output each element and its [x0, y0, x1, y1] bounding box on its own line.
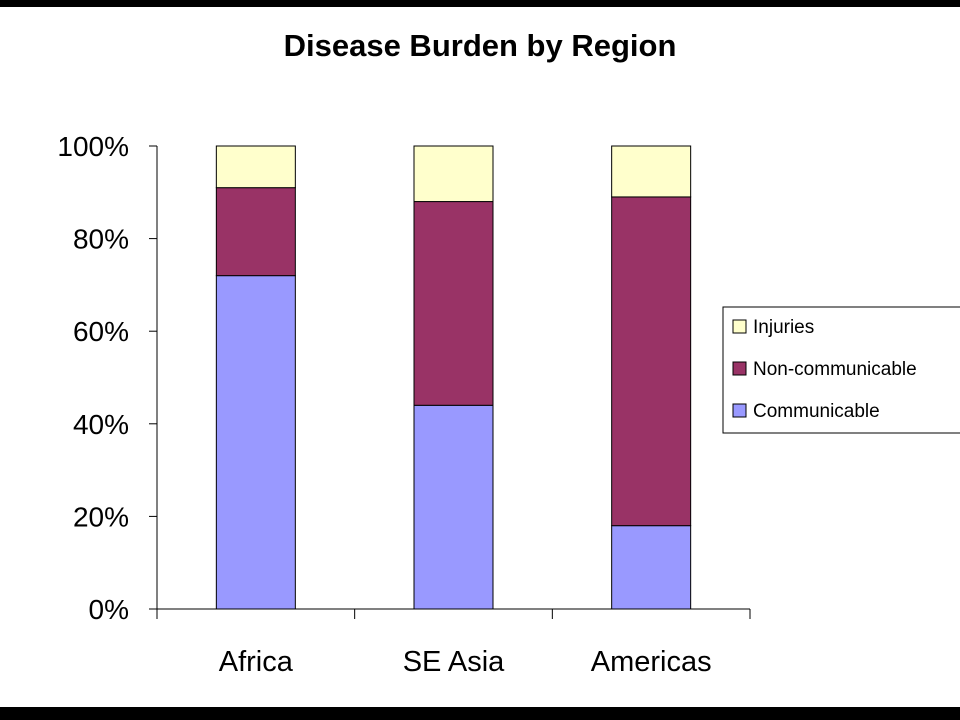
y-tick-label: 20%	[73, 501, 129, 532]
x-tick-label: Africa	[219, 646, 294, 678]
legend-label: Injuries	[753, 317, 814, 338]
bar-segment	[413, 404, 494, 610]
legend-swatch	[732, 319, 747, 334]
legend-label: Non-communicable	[753, 359, 917, 380]
bar-segment	[413, 201, 494, 406]
bar-segment	[413, 145, 494, 203]
bar-segment	[215, 187, 296, 277]
y-tick-label: 40%	[73, 409, 129, 440]
bottom-frame-bar	[0, 707, 960, 720]
y-tick-label: 80%	[73, 224, 129, 255]
top-frame-bar	[0, 0, 960, 7]
x-tick-label: SE Asia	[403, 646, 505, 678]
y-tick-label: 100%	[57, 131, 129, 162]
bar-segment	[611, 145, 692, 198]
y-tick-label: 60%	[73, 316, 129, 347]
legend-label: Communicable	[753, 401, 880, 422]
legend-swatch	[732, 403, 747, 418]
y-tick-label: 0%	[89, 594, 129, 625]
x-tick-label: Americas	[591, 646, 712, 678]
legend-swatch	[732, 361, 747, 376]
bar-segment	[611, 525, 692, 610]
legend-box	[722, 306, 960, 434]
bar-segment	[215, 275, 296, 610]
bar-segment	[611, 196, 692, 527]
bar-segment	[215, 145, 296, 189]
chart-title: Disease Burden by Region	[283, 28, 677, 63]
